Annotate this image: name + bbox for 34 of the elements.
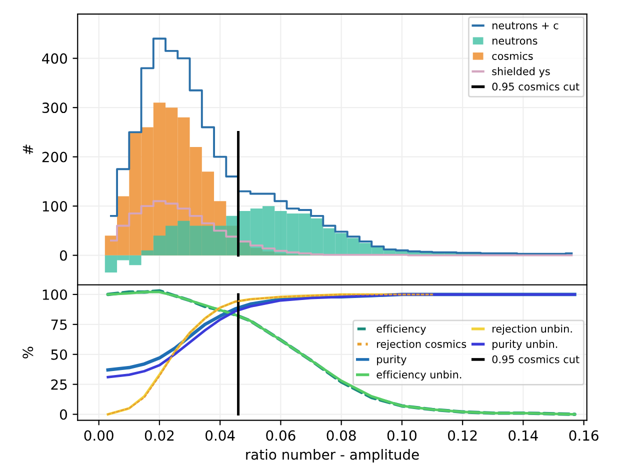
y-tick-label: 200 — [42, 152, 67, 162]
legend-label: 0.95 cosmics cut — [492, 355, 580, 364]
y-tick-label: 50 — [51, 349, 67, 360]
y-tick-label: 100 — [42, 289, 67, 300]
legend-label: neutrons + c — [492, 22, 558, 30]
legend-label: purity unbin. — [492, 340, 558, 350]
y-axis-title: # — [22, 144, 33, 154]
y-tick-label: 75 — [51, 320, 67, 330]
y-axis-title: % — [22, 346, 34, 358]
x-tick-label: 0.10 — [387, 430, 416, 441]
x-tick-label: 0.04 — [206, 430, 235, 441]
legend-label: purity — [377, 355, 406, 366]
y-tick-label: 0 — [60, 250, 67, 261]
y-tick-label: 100 — [42, 201, 67, 212]
legend-label: efficiency unbin. — [376, 370, 462, 381]
legend-label: neutrons — [492, 37, 538, 45]
y-tick-label: 300 — [42, 102, 67, 114]
x-tick-label: 0.00 — [84, 430, 114, 441]
y-tick-label: 25 — [51, 379, 67, 390]
x-axis-title: ratio number - amplitude — [246, 449, 419, 462]
y-tick-label: 400 — [42, 53, 67, 64]
x-tick-label: 0.06 — [266, 430, 296, 441]
legend-label: 0.95 cosmics cut — [492, 82, 580, 91]
x-tick-label: 0.14 — [508, 430, 538, 441]
legend-label: rejection cosmics — [377, 340, 466, 350]
x-tick-label: 0.08 — [326, 430, 356, 441]
x-tick-label: 0.16 — [569, 430, 598, 441]
x-tick-label: 0.02 — [144, 430, 174, 441]
legend-label: cosmics — [492, 52, 533, 60]
y-tick-label: 0 — [60, 409, 67, 420]
legend-label: rejection unbin. — [492, 324, 572, 335]
legend-label: efficiency — [376, 324, 426, 335]
x-tick-label: 0.12 — [448, 430, 477, 441]
legend-label: shielded ys — [492, 67, 550, 78]
